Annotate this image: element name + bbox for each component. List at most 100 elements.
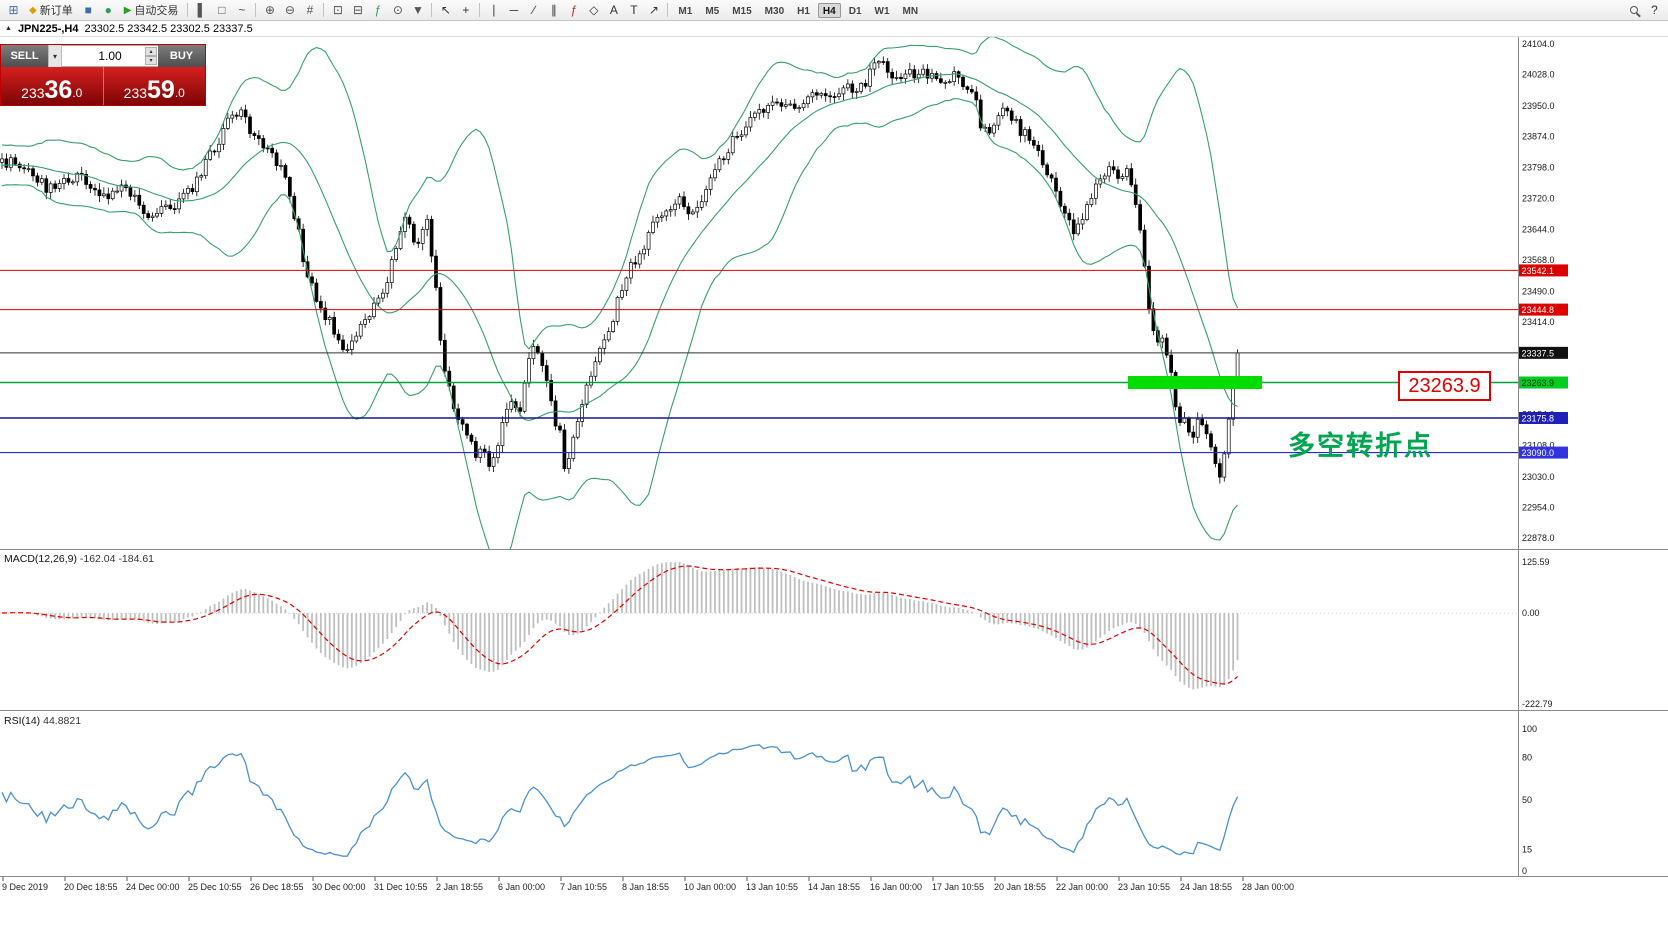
trendline-icon[interactable]: ∕ [532, 3, 535, 17]
timeframe-m30[interactable]: M30 [764, 5, 785, 17]
zoom-in-icon[interactable]: ⊕ [264, 3, 275, 17]
svg-text:23175.8: 23175.8 [1522, 414, 1555, 424]
cursor-icon[interactable]: ↖ [440, 3, 451, 17]
community-icon[interactable]: ● [104, 3, 112, 17]
highlight-box[interactable] [1128, 376, 1262, 390]
timeframe-h4[interactable]: H4 [817, 2, 841, 18]
svg-text:28 Jan 00:00: 28 Jan 00:00 [1242, 882, 1294, 892]
sell-button[interactable]: SELL [1, 45, 48, 67]
new-order-button-label: 新订单 [39, 5, 73, 17]
price-axis: 24104.0 24028.0 23950.0 23874.0 23798.0 23720… [1519, 39, 1568, 876]
svg-text:23644.0: 23644.0 [1522, 224, 1555, 234]
svg-text:20 Jan 18:55: 20 Jan 18:55 [994, 882, 1046, 892]
timeframe-m15[interactable]: M15 [732, 5, 752, 17]
label-icon[interactable]: T [630, 3, 638, 17]
volume-down-icon[interactable]: ▾ [145, 56, 157, 65]
shapes-icon[interactable]: ◇ [589, 3, 599, 17]
tile-windows-icon[interactable]: ⊡ [332, 3, 343, 17]
svg-text:23444.8: 23444.8 [1522, 305, 1555, 315]
new-order-button[interactable]: ◆ 新订单 [24, 2, 78, 19]
svg-text:23950.0: 23950.0 [1522, 101, 1555, 111]
svg-text:8 Jan 18:55: 8 Jan 18:55 [622, 882, 669, 892]
search-icon[interactable] [1624, 2, 1643, 19]
price-tag [1519, 264, 1568, 277]
toolbar-right: ? [1624, 2, 1664, 19]
sell-price-big: 36 [44, 75, 73, 104]
svg-text:80: 80 [1522, 752, 1532, 762]
autotrading-button[interactable]: ▶ 自动交易 [119, 2, 184, 19]
svg-text:24028.0: 24028.0 [1522, 70, 1555, 80]
macd-pane[interactable] [0, 562, 1518, 690]
price-tag [1519, 376, 1568, 389]
price-callout[interactable]: 23263.9 [1398, 371, 1491, 401]
svg-text:24 Jan 18:55: 24 Jan 18:55 [1180, 882, 1232, 892]
timeframe-m5[interactable]: M5 [705, 5, 720, 17]
collapse-icon[interactable]: ▲ [5, 25, 12, 32]
toolbar-separator [431, 3, 433, 17]
terminal-icon[interactable]: ■ [84, 3, 92, 17]
volume-up-icon[interactable]: ▴ [145, 47, 157, 56]
price-pane[interactable] [0, 36, 1518, 560]
svg-text:23108.0: 23108.0 [1522, 440, 1555, 450]
vertical-line-icon[interactable]: ∣ [490, 3, 497, 17]
svg-text:23720.0: 23720.0 [1522, 194, 1555, 204]
toolbar-separator [187, 3, 189, 17]
horizontal-line-icon[interactable]: ─ [509, 3, 519, 17]
timeframe-d1[interactable]: D1 [848, 5, 862, 17]
period-icon[interactable]: ⊙ [392, 3, 403, 17]
buy-button[interactable]: BUY [158, 45, 205, 67]
arrange-windows-icon[interactable]: ⊟ [352, 3, 363, 17]
buy-price-frac: .0 [174, 86, 185, 100]
svg-text:23798.0: 23798.0 [1522, 162, 1555, 172]
templates-icon[interactable]: ▼ [411, 3, 424, 17]
turning-point-label[interactable]: 多空转折点 [1288, 431, 1433, 461]
svg-text:10 Jan 00:00: 10 Jan 00:00 [684, 882, 736, 892]
svg-text:125.59: 125.59 [1522, 557, 1550, 567]
text-icon[interactable]: A [609, 3, 618, 17]
timeframe-mn[interactable]: MN [902, 5, 919, 17]
rsi-value: 44.8821 [43, 715, 82, 727]
crosshair-icon[interactable]: + [462, 3, 470, 17]
candlestick-chart-icon[interactable]: □ [218, 3, 226, 17]
sell-price[interactable]: 233 36.0 [1, 67, 103, 105]
zoom-out-icon[interactable]: ⊖ [284, 3, 295, 17]
line-chart-icon[interactable]: ~ [238, 3, 246, 17]
toolbar-separator [667, 3, 669, 17]
bar-chart-icon[interactable]: ▌ [197, 3, 207, 17]
volume-value: 1.00 [98, 49, 122, 63]
timeframe-w1[interactable]: W1 [874, 5, 890, 17]
arrow-tool-icon[interactable]: ↗ [648, 3, 659, 17]
toolbar-separator [323, 3, 325, 17]
indicators-icon[interactable]: ƒ [374, 3, 382, 17]
volume-stepper[interactable]: ▴ ▾ [145, 47, 157, 65]
sell-price-prefix: 233 [21, 85, 45, 101]
rsi-name: RSI(14) [4, 715, 41, 727]
buy-price[interactable]: 233 59.0 [102, 67, 206, 105]
new-chart-icon[interactable]: ⊞ [8, 3, 19, 17]
timeframe-h1[interactable]: H1 [797, 5, 810, 17]
help-icon[interactable]: ? [1651, 3, 1658, 17]
fibonacci-icon[interactable]: ƒ [570, 3, 578, 17]
timeframe-m1[interactable]: M1 [678, 5, 693, 17]
svg-text:17 Jan 10:55: 17 Jan 10:55 [932, 882, 984, 892]
grid-icon[interactable]: # [306, 3, 314, 17]
price-tag [1519, 303, 1568, 316]
price-tag [1519, 412, 1568, 425]
svg-text:23090.0: 23090.0 [1522, 448, 1555, 458]
order-type-dropdown[interactable]: ▾ [48, 45, 62, 67]
channel-icon[interactable]: ∥ [550, 3, 557, 17]
new-order-button-icon: ◆ [29, 4, 37, 16]
svg-text:13 Jan 10:55: 13 Jan 10:55 [746, 882, 798, 892]
svg-text:16 Jan 00:00: 16 Jan 00:00 [870, 882, 922, 892]
ohlc-values: 23302.5 23342.5 23302.5 23337.5 [84, 22, 253, 35]
svg-text:23490.0: 23490.0 [1522, 286, 1555, 296]
rsi-pane[interactable] [1, 744, 1239, 857]
svg-text:23263.9: 23263.9 [1522, 378, 1555, 388]
one-click-trading-panel: SELL ▾ 1.00 ▴ ▾ BUY 233 36.0 233 59.0 [0, 44, 206, 106]
volume-input[interactable]: 1.00 ▴ ▾ [62, 45, 158, 67]
svg-text:23030.0: 23030.0 [1522, 472, 1555, 482]
svg-text:23542.1: 23542.1 [1522, 266, 1555, 276]
autotrading-button-label: 自动交易 [134, 5, 179, 17]
toolbar: ⊞ ◆ 新订单 ■ ● ▶ 自动交易 ▌ □ ~ ⊕ ⊖ # ⊡ ⊟ ƒ ⊙ ▼ ↖ + ∣ ─ ∕ ∥ ƒ ◇ A T ↗ M1 M5 M1… [0, 0, 1668, 21]
